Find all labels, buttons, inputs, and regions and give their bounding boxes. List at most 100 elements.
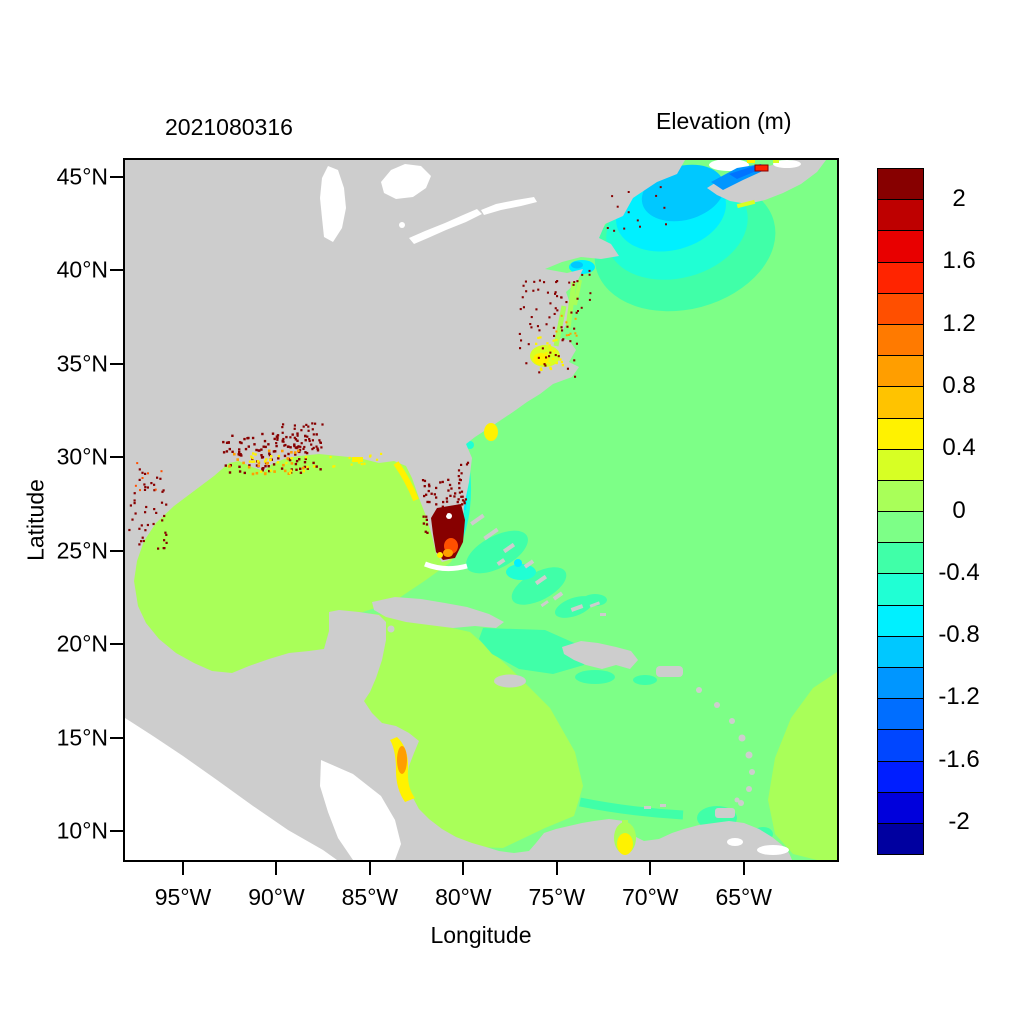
x-tick-mark (555, 861, 558, 875)
georgia-coast-spot (484, 423, 498, 441)
colorbar-cell (878, 323, 923, 356)
y-tick-label: 15°N (56, 724, 108, 751)
lake-huron (381, 164, 431, 199)
x-tick-mark (182, 861, 184, 875)
lake-ontario (481, 197, 537, 215)
colorbar-tick-label: 0 (952, 496, 966, 524)
x-tick-label: 80°W (435, 884, 492, 910)
nova-scotia-land (707, 160, 826, 204)
colorbar-tick-label: 1.2 (942, 309, 976, 337)
southeast-cuba-low (479, 628, 584, 674)
colorbar-cell (878, 261, 923, 293)
y-tick-mark (110, 736, 124, 739)
bahamas-islands (470, 513, 606, 616)
coastal-hotspot-speckles (128, 186, 667, 550)
lake-michigan (320, 166, 346, 242)
colorbar-tick-label: -2 (948, 807, 970, 835)
y-tick-mark (110, 362, 124, 365)
colorbar-cell (878, 199, 923, 231)
colorbar-tick-label: 2 (952, 185, 966, 213)
y-tick-label: 35°N (56, 350, 108, 377)
y-tick-label: 40°N (56, 256, 108, 283)
x-tick-mark (649, 861, 652, 875)
colorbar-cell (878, 417, 923, 449)
south-hispaniola-low (575, 670, 615, 684)
colorbar-cell (878, 698, 923, 730)
x-axis-label: Longitude (430, 922, 532, 948)
colorbar-cell (878, 292, 923, 324)
hotspot-layer (128, 160, 779, 855)
lesser-antilles-islands (644, 687, 755, 818)
y-tick-label: 45°N (56, 163, 108, 190)
guyana-shelf-band (768, 672, 837, 860)
colorbar-cell (878, 511, 923, 543)
colorbar-cell (878, 573, 923, 605)
trinidad (715, 808, 735, 818)
colorbar-cell (878, 355, 923, 387)
x-tick-mark (462, 861, 465, 875)
colorbar-cell (878, 542, 923, 574)
pacific-no-data (125, 718, 337, 860)
colorbar-title: Elevation (m) (656, 108, 792, 134)
y-tick-mark (110, 830, 124, 832)
lake-erie (409, 209, 482, 244)
y-tick-label: 20°N (56, 630, 108, 657)
y-tick-label: 30°N (56, 443, 108, 470)
chesapeake-bay (565, 281, 577, 329)
colorbar-cell (878, 386, 923, 418)
colorbar-cell (878, 635, 923, 667)
y-tick-mark (110, 549, 124, 552)
y-tick-mark (110, 643, 124, 646)
colorbar-tick-label: -1.2 (938, 683, 980, 711)
colorbar-cell (878, 791, 923, 823)
colorbar-cell (878, 822, 923, 855)
colorbar-tick-label: 0.4 (942, 434, 976, 462)
x-tick-label: 90°W (248, 884, 305, 910)
timestamp-title: 2021080316 (165, 114, 293, 140)
colorbar (877, 168, 924, 855)
y-tick-mark (110, 176, 124, 178)
bahamas-banks-low (466, 530, 528, 574)
colorbar-cell (878, 604, 923, 636)
cuba (372, 597, 504, 628)
puerto-rico (656, 666, 683, 677)
x-tick-label: 65°W (715, 884, 772, 910)
map-canvas (125, 160, 837, 860)
x-tick-label: 70°W (622, 884, 679, 910)
y-tick-mark (110, 456, 124, 459)
florida-keys-no-data (424, 561, 468, 572)
gulf-of-mexico-water (125, 432, 466, 682)
colorbar-cell (878, 760, 923, 792)
colorbar-cell (878, 448, 923, 480)
venezuela-coast-low (579, 797, 684, 820)
no-data-layer (125, 160, 801, 860)
ocean-anomaly-layer (125, 164, 837, 860)
colorbar-cell (878, 230, 923, 262)
map-plot-area (123, 158, 839, 862)
x-tick-label: 85°W (341, 884, 399, 910)
y-tick-mark (110, 269, 124, 272)
x-tick-mark (275, 861, 278, 875)
colorbar-tick-label: 1.6 (942, 247, 976, 275)
colorbar-cell (878, 667, 923, 699)
colorbar-cell (878, 479, 923, 512)
x-tick-mark (368, 861, 371, 875)
minas-basin-hotspot (754, 164, 769, 172)
west-florida-band (393, 461, 419, 502)
colorbar-tick-label: 0.8 (942, 371, 976, 399)
islands-layer (372, 513, 755, 818)
colorbar-tick-label: -0.8 (938, 621, 980, 649)
colorbar-cell (878, 729, 923, 761)
hispaniola (562, 641, 638, 669)
colorbar-tick-label: -1.6 (938, 745, 980, 773)
colorbar-cell (878, 169, 923, 200)
central-america-interior-no-data (320, 760, 401, 860)
colorbar-tick-label: -0.4 (938, 558, 980, 586)
x-tick-label: 95°W (154, 884, 212, 910)
jamaica (494, 674, 526, 688)
x-tick-mark (742, 861, 745, 875)
y-tick-label: 25°N (56, 537, 108, 564)
lake-okeechobee (446, 513, 452, 519)
x-tick-label: 75°W (528, 884, 586, 910)
